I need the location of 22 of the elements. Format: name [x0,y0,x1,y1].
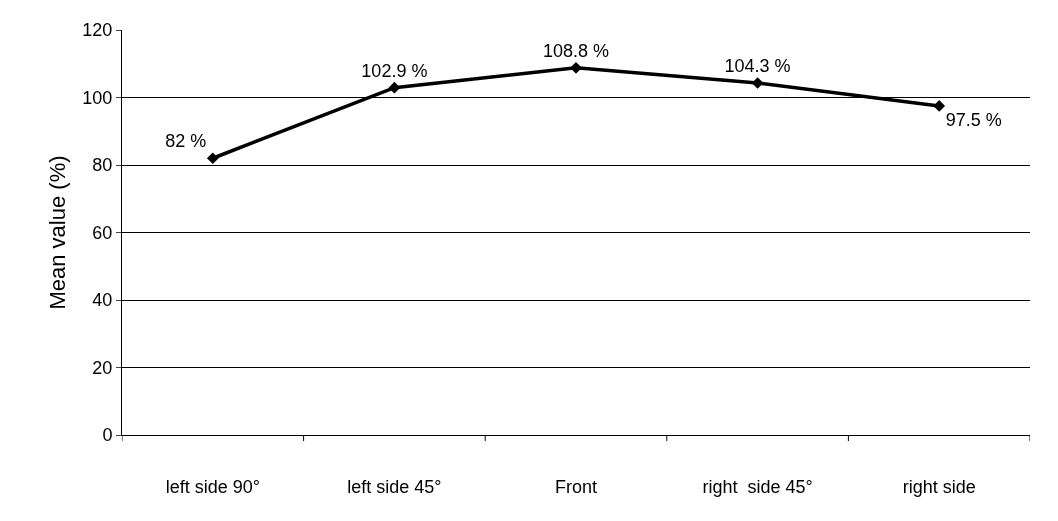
point [206,152,219,165]
y-tick-label: 80 [92,155,113,176]
y-tick-label: 0 [102,425,113,446]
data-label: 97.5 % [945,110,1002,131]
y-tick-label: 20 [92,357,113,378]
data-label: 82 % [165,131,207,152]
y-tick-label: 100 [82,87,113,108]
y-tick-label: 40 [92,290,113,311]
data-label: 108.8 % [542,40,610,61]
data-label: 104.3 % [724,55,791,76]
y-axis-title: Mean value (%) [45,155,71,310]
x-tick-label: left side 90° [165,476,260,497]
point [388,81,401,94]
data-label: 102.9 % [361,60,428,81]
x-tick-label: right side [902,476,976,497]
y-tick-label: 120 [82,20,113,41]
point [933,100,946,112]
x-tick-label: right side 45° [702,476,813,497]
y-tick-label: 60 [92,222,113,243]
point [570,61,582,74]
x-tick-label: left side 45° [347,476,442,497]
x-tick-label: Front [554,476,598,497]
